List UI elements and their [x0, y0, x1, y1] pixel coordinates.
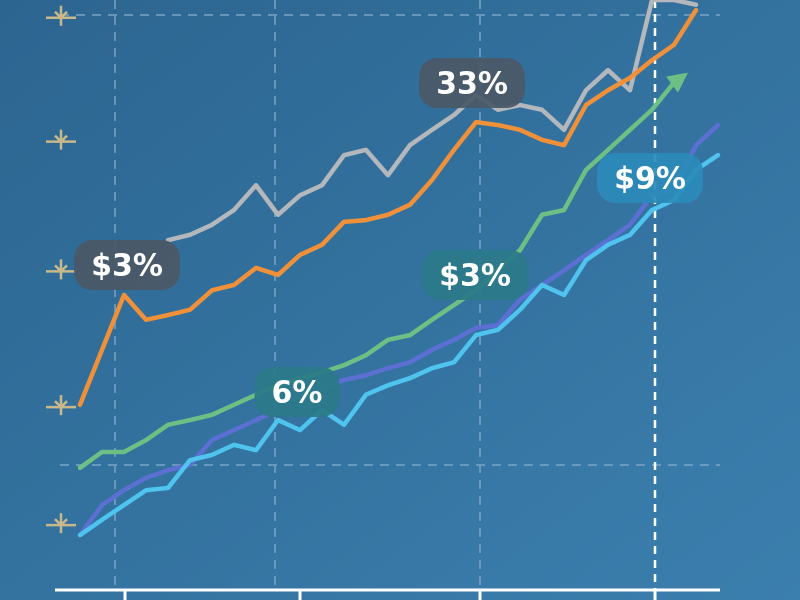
y-tick	[46, 259, 76, 280]
annotation-bg	[422, 250, 528, 300]
annotation: $3%	[91, 249, 163, 284]
plot: 33% $3% $3% 6% $9%	[46, 0, 721, 538]
annotation-bg	[419, 58, 525, 108]
annotation-bg	[597, 153, 703, 203]
y-tick	[46, 5, 76, 26]
annotation-bg	[74, 240, 180, 290]
annotation-bg	[254, 367, 340, 417]
y-tick	[46, 129, 76, 150]
series-line	[77, 80, 677, 471]
y-tick	[46, 513, 76, 534]
annotation: $9%	[614, 162, 686, 197]
y-tick	[46, 395, 76, 416]
series-line	[165, 0, 699, 243]
series-line	[77, 152, 721, 538]
series-line	[77, 7, 699, 407]
x-axis	[55, 588, 720, 600]
annotation: $3%	[439, 259, 511, 294]
annotation: 33%	[436, 67, 508, 102]
annotation: 6%	[272, 376, 323, 411]
arrow-head	[666, 72, 688, 93]
